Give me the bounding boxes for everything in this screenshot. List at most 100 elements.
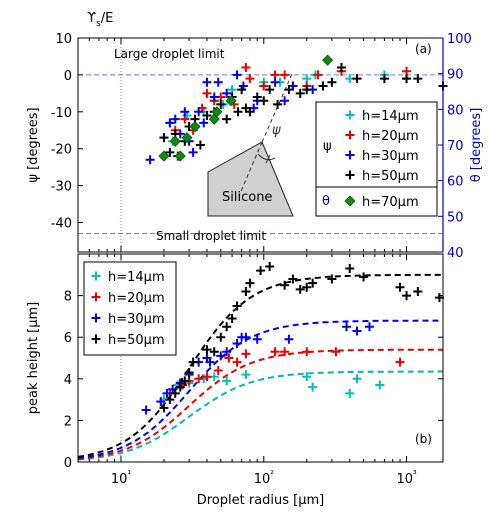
legend-a-theta-symbol: θ bbox=[322, 194, 330, 209]
point-a-h=30μm bbox=[280, 96, 290, 106]
panel-b-frame bbox=[77, 253, 444, 463]
point-b-h=50μm bbox=[295, 284, 305, 294]
silicone-block bbox=[207, 141, 294, 217]
point-a-h=70μm bbox=[174, 150, 186, 162]
point-a-h=50μm bbox=[413, 74, 423, 84]
point-a-h=30μm bbox=[165, 118, 175, 128]
point-b-h=50μm bbox=[288, 274, 298, 284]
point-a-h=20μm bbox=[280, 70, 290, 80]
legend-a-marker-h=50μm bbox=[345, 170, 355, 180]
point-b-h=50μm bbox=[216, 332, 226, 342]
large-droplet-limit-label: Large droplet limit bbox=[114, 47, 225, 61]
legend-a-label-h=70μm: h=70μm bbox=[362, 195, 419, 210]
point-a-h=50μm bbox=[202, 110, 212, 120]
silicone-label: Silicone bbox=[222, 190, 272, 205]
panel-b-ytick-label: 2 bbox=[64, 414, 72, 429]
legend-a-psi-symbol: ψ bbox=[323, 139, 332, 154]
panel-a-ytick-label: -10 bbox=[51, 106, 72, 121]
legend-b-label-h=20μm: h=20μm bbox=[108, 291, 165, 306]
point-b-h=50μm bbox=[232, 301, 242, 311]
legend-a-marker-h=20μm bbox=[345, 130, 355, 140]
panel-b-ytick-label: 0 bbox=[64, 456, 72, 471]
point-b-h=20μm bbox=[241, 349, 251, 359]
point-b-h=30μm bbox=[216, 351, 226, 361]
point-a-h=30μm bbox=[213, 77, 223, 87]
point-b-h=50μm bbox=[413, 286, 423, 296]
panel-a-y2tick-label: 90 bbox=[447, 68, 464, 83]
panel-a-y2tick-label: 60 bbox=[447, 175, 464, 190]
fit-curve-h=30μm bbox=[77, 319, 443, 460]
panel-a-y2tick-label: 80 bbox=[447, 103, 464, 118]
point-b-h=30μm bbox=[222, 347, 232, 357]
inset-axis-down bbox=[238, 141, 263, 197]
point-a-h=30μm bbox=[232, 70, 242, 80]
legend-b-label-h=30μm: h=30μm bbox=[108, 312, 165, 327]
point-a-h=50μm bbox=[237, 85, 247, 95]
point-b-h=30μm bbox=[162, 388, 172, 398]
point-a-h=20μm bbox=[241, 63, 251, 73]
point-a-h=30μm bbox=[194, 107, 204, 117]
point-b-h=30μm bbox=[252, 334, 262, 344]
point-a-h=50μm bbox=[327, 77, 337, 87]
point-b-h=30μm bbox=[342, 322, 352, 332]
point-b-h=50μm bbox=[434, 293, 444, 303]
point-b-h=14μm bbox=[345, 388, 355, 398]
legend-b-label-h=50μm: h=50μm bbox=[108, 333, 165, 348]
point-b-h=30μm bbox=[141, 405, 151, 415]
point-a-h=50μm bbox=[352, 74, 362, 84]
point-b-h=20μm bbox=[232, 357, 242, 367]
point-a-h=20μm bbox=[313, 70, 323, 80]
panel-b-ytick-label: 8 bbox=[64, 290, 72, 305]
point-a-h=30μm bbox=[199, 118, 209, 128]
point-a-h=20μm bbox=[259, 81, 269, 91]
legend-b-marker-h=14μm bbox=[91, 271, 101, 281]
point-a-h=50μm bbox=[245, 107, 255, 117]
point-a-h=30μm bbox=[170, 114, 180, 124]
point-a-h=50μm bbox=[159, 133, 169, 143]
legend-b-marker-h=30μm bbox=[91, 313, 101, 323]
point-b-h=14μm bbox=[375, 380, 385, 390]
point-b-h=50μm bbox=[180, 376, 190, 386]
point-b-h=50μm bbox=[222, 322, 232, 332]
point-b-h=50μm bbox=[175, 382, 185, 392]
point-a-h=50μm bbox=[216, 99, 226, 109]
point-a-h=50μm bbox=[318, 81, 328, 91]
panel-a-label: (a) bbox=[415, 42, 432, 56]
inset-angle-tick bbox=[265, 154, 271, 164]
point-b-h=50μm bbox=[265, 261, 275, 271]
point-a-h=50μm bbox=[233, 107, 243, 117]
point-a-h=50μm bbox=[252, 92, 262, 102]
point-a-h=70μm bbox=[158, 150, 170, 162]
point-a-h=50μm bbox=[302, 85, 312, 95]
panel-a-ytick-label: 10 bbox=[55, 32, 72, 47]
point-b-h=14μm bbox=[241, 370, 251, 380]
point-a-h=20μm bbox=[202, 88, 212, 98]
point-b-h=50μm bbox=[245, 278, 255, 288]
point-b-h=20μm bbox=[224, 353, 234, 363]
legend-a-label-h=30μm: h=30μm bbox=[362, 149, 419, 164]
point-b-h=30μm bbox=[205, 357, 215, 367]
point-b-h=50μm bbox=[302, 282, 312, 292]
point-b-h=20μm bbox=[270, 347, 280, 357]
point-a-h=30μm bbox=[145, 155, 155, 165]
point-b-h=14μm bbox=[302, 372, 312, 382]
point-a-h=30μm bbox=[180, 107, 190, 117]
point-a-h=50μm bbox=[295, 88, 305, 98]
point-a-h=70μm bbox=[181, 132, 193, 144]
point-a-h=50μm bbox=[273, 99, 283, 109]
point-a-h=70μm bbox=[211, 106, 223, 118]
panel-b-xtick-label: 10¹ bbox=[111, 470, 132, 487]
point-b-h=50μm bbox=[308, 278, 318, 288]
legend-b-label-h=14μm: h=14μm bbox=[108, 270, 165, 285]
point-b-h=50μm bbox=[327, 274, 337, 284]
legend-a-label-h=50μm: h=50μm bbox=[362, 169, 419, 184]
inset-psi-label: ψ bbox=[272, 123, 281, 138]
panel-a-ytick-label: 0 bbox=[64, 69, 72, 84]
point-a-h=50μm bbox=[222, 114, 232, 124]
legend-b-marker-h=50μm bbox=[91, 334, 101, 344]
point-b-h=20μm bbox=[213, 365, 223, 375]
point-a-h=50μm bbox=[336, 63, 346, 73]
point-b-h=30μm bbox=[364, 322, 374, 332]
panel-b-ylabel: peak height [μm] bbox=[26, 302, 41, 415]
